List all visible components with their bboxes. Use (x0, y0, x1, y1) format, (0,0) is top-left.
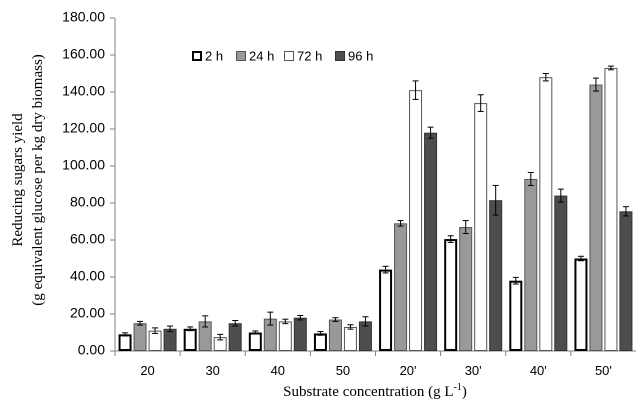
error-bar (232, 319, 239, 327)
legend-label: 24 h (249, 48, 274, 63)
bar (489, 200, 503, 351)
error-bar (317, 331, 324, 336)
error-bar (252, 330, 259, 335)
x-tick-label: 50 (336, 363, 350, 378)
error-bar (167, 325, 174, 333)
bar-series (118, 65, 633, 352)
error-bar (217, 333, 224, 341)
error-bar (577, 255, 584, 262)
y-axis-title: Reducing sugars yield (g equivalent gluc… (10, 54, 46, 306)
error-bar (362, 316, 369, 327)
bar (248, 332, 262, 351)
error-bar (622, 206, 629, 217)
bar (474, 103, 488, 351)
error-bar (347, 324, 354, 330)
bar (118, 334, 132, 352)
bar (539, 77, 553, 351)
error-bar (557, 188, 564, 203)
legend-label: 96 h (348, 48, 373, 63)
x-tick-label: 20 (140, 363, 154, 378)
error-bar (512, 276, 519, 285)
bar (524, 178, 538, 351)
y-tick-label: 160.00 (62, 46, 105, 62)
error-bar (527, 171, 534, 186)
error-bar (282, 318, 289, 325)
error-bar (492, 184, 499, 216)
legend: 2 h 24 h 72 h 96 h (192, 48, 373, 63)
bar (293, 317, 307, 352)
error-bar (267, 311, 274, 326)
bar (459, 227, 473, 351)
bar (163, 328, 177, 351)
error-bar (542, 73, 549, 82)
legend-label: 2 h (205, 48, 223, 63)
error-bar (397, 220, 404, 227)
y-axis-title-line1: Reducing sugars yield (10, 113, 26, 247)
error-bar (332, 317, 339, 322)
y-tick-label: 0.00 (78, 342, 105, 358)
y-axis-title-line2: (g equivalent glucose per kg dry biomass… (30, 54, 46, 306)
y-axis-ticks: 0.00 20.00 40.00 60.00 80.00 100.00 120.00 140.… (62, 9, 115, 358)
x-tick-label: 30 (205, 363, 219, 378)
x-tick-label: 40 (271, 363, 285, 378)
error-bar (592, 77, 599, 92)
x-axis-title-sup: -1 (454, 382, 462, 393)
error-bar (137, 320, 144, 326)
bar (183, 328, 197, 351)
legend-swatch (335, 51, 345, 61)
error-bar (202, 315, 209, 328)
bar (328, 319, 342, 351)
error-bar (462, 220, 469, 235)
bar (589, 84, 603, 351)
y-tick-label: 140.00 (62, 83, 105, 99)
legend-swatch (284, 51, 294, 61)
bar (343, 326, 357, 352)
x-tick-label: 30' (465, 363, 482, 378)
legend-label: 72 h (297, 48, 322, 63)
error-bar (607, 65, 614, 71)
error-bar (412, 80, 419, 100)
error-bar (477, 94, 484, 112)
bar (133, 323, 147, 351)
x-tick-label: 50' (595, 363, 612, 378)
x-axis-title-end: ) (462, 384, 467, 400)
legend-swatch (192, 51, 202, 61)
bar (424, 132, 438, 351)
bar (409, 90, 423, 352)
x-axis-ticks: 20 30 40 50 20' 30' 40' 50' (114, 351, 612, 378)
y-tick-label: 80.00 (70, 194, 105, 210)
bar (574, 258, 588, 351)
error-bar (122, 332, 129, 337)
y-tick-label: 40.00 (70, 268, 105, 284)
x-axis-title: Substrate concentration (g L-1) (283, 382, 467, 400)
y-tick-label: 180.00 (62, 9, 105, 25)
error-bar (187, 326, 194, 332)
y-tick-label: 100.00 (62, 157, 105, 173)
y-tick-label: 120.00 (62, 120, 105, 136)
bar (379, 269, 393, 352)
bar (228, 323, 242, 351)
error-bar (447, 235, 454, 243)
error-bar (297, 314, 304, 321)
x-tick-label: 40' (530, 363, 547, 378)
y-tick-label: 20.00 (70, 305, 105, 321)
y-tick-label: 60.00 (70, 231, 105, 247)
bar (509, 280, 523, 352)
bar (278, 321, 292, 351)
x-axis-title-main: Substrate concentration (g L (283, 384, 453, 400)
x-tick-label: 20' (400, 363, 417, 378)
error-bar (152, 327, 159, 334)
bar (394, 223, 408, 352)
bar (313, 333, 327, 351)
bar (604, 67, 618, 351)
error-bar (382, 265, 389, 274)
bar (619, 211, 633, 351)
bar (444, 239, 458, 351)
bar (148, 330, 162, 351)
legend-swatch (236, 51, 246, 61)
bar (554, 195, 568, 351)
error-bar (427, 126, 434, 139)
